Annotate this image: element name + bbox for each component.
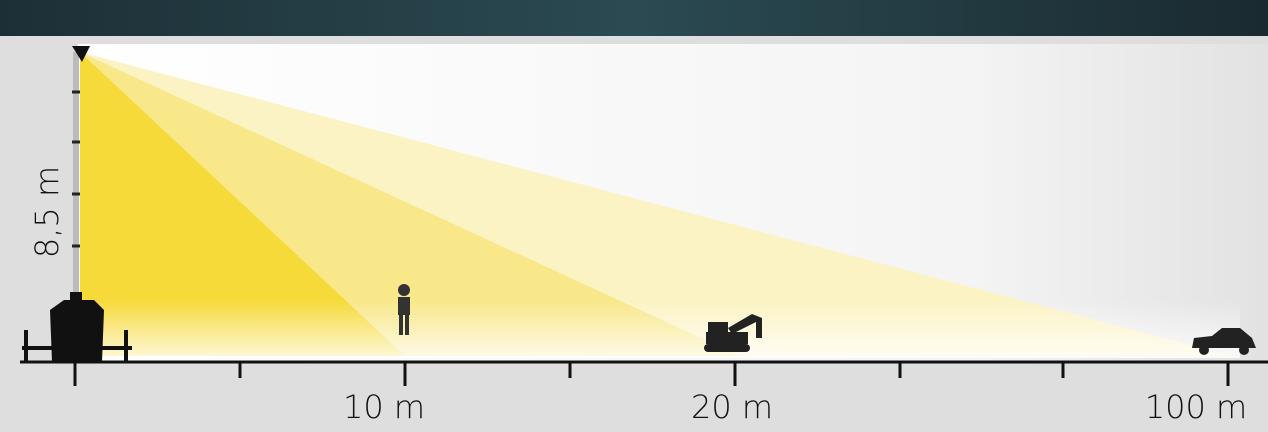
beam-near xyxy=(80,52,405,356)
ground-glow xyxy=(80,300,1240,358)
lamp-head xyxy=(72,46,90,62)
tower-base xyxy=(22,292,132,362)
distance-label: 20 m xyxy=(691,388,773,426)
distance-label: 10 m xyxy=(343,388,425,426)
distance-ticks xyxy=(73,362,1230,386)
distance-label: 100 m xyxy=(1145,388,1247,426)
worker-icon xyxy=(398,284,410,335)
excavator-icon xyxy=(704,314,762,352)
height-label: 8,5 m xyxy=(28,166,66,258)
car-icon xyxy=(1192,328,1256,355)
top-band xyxy=(0,0,1268,36)
mast-ticks xyxy=(72,90,80,248)
